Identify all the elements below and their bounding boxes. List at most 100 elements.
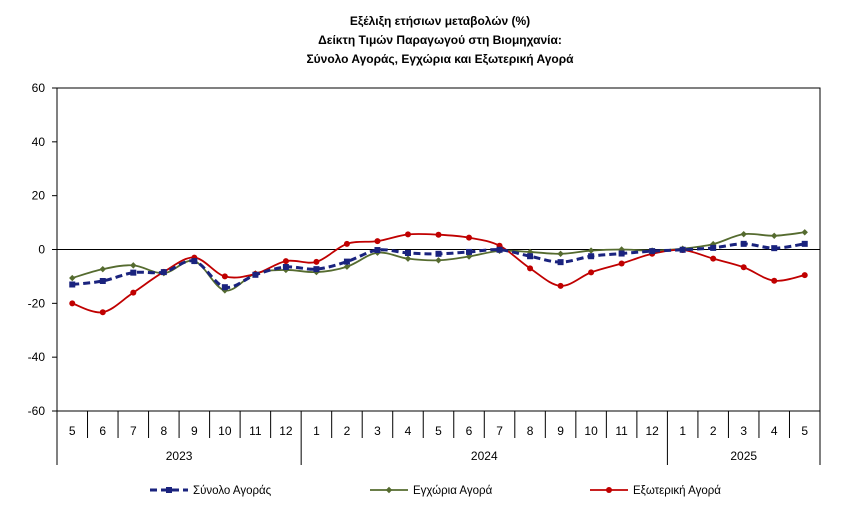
x-tick-label: 10 [584,424,598,438]
y-tick-label: 20 [32,189,46,203]
x-tick-label: 8 [527,424,534,438]
data-point [343,258,350,265]
x-tick-label: 5 [69,424,76,438]
title-line-1: Εξέλιξη ετήσιων μεταβολών (%) [350,14,530,28]
data-point [606,487,612,493]
data-point [313,266,320,273]
legend-item: Εγχώρια Αγορά [370,485,493,497]
series-1 [69,240,808,291]
data-point [69,274,76,282]
data-point [740,264,747,271]
x-tick-label: 9 [191,424,198,438]
y-tick-label: -60 [28,404,46,418]
data-point [404,255,412,262]
data-point [801,240,808,247]
data-point [435,257,442,264]
x-tick-label: 12 [645,424,659,438]
data-point [466,248,473,255]
x-tick-label: 5 [801,424,808,438]
x-tick-label: 9 [557,424,564,438]
data-point [99,309,106,316]
data-point [557,250,564,258]
x-tick-label: 4 [771,424,778,438]
data-point [252,271,259,278]
data-point [99,277,106,284]
data-point [435,250,442,257]
data-point [385,486,393,494]
x-tick-label: 1 [679,424,686,438]
data-point [526,248,534,256]
x-tick-label: 7 [130,424,137,438]
x-tick-label: 8 [160,424,167,438]
x-tick-label: 2 [344,424,351,438]
data-point [679,246,686,253]
data-point [130,269,137,276]
data-point [221,273,228,280]
data-point [588,269,595,276]
year-label: 2025 [730,449,757,463]
data-point [740,240,747,247]
data-point [374,247,381,254]
data-point [221,284,228,291]
data-point [588,253,595,260]
x-tick-label: 12 [279,424,293,438]
legend: Σύνολο Αγοράς Εγχώρια Αγορά Εξωτερική Αγορ… [150,485,721,497]
data-point [801,272,808,279]
data-point [771,277,778,284]
y-tick-label: -20 [28,296,46,310]
x-tick-label: 3 [374,424,381,438]
data-point [282,258,289,265]
data-point [527,265,534,272]
data-point [343,240,350,247]
y-tick-label: 0 [38,243,45,257]
year-label: 2024 [471,449,498,463]
data-point [160,269,167,276]
x-tick-label: 10 [218,424,232,438]
x-tick-label: 2 [710,424,717,438]
data-point [130,262,137,269]
x-tick-label: 6 [466,424,473,438]
data-point [587,247,595,254]
data-point [282,263,289,270]
x-tick-label: 5 [435,424,442,438]
data-point [404,249,411,256]
data-point [618,260,625,267]
data-point [740,230,747,238]
series-line [71,232,805,314]
data-point [130,289,137,296]
legend-label: Εξωτερική Αγορά [633,485,721,497]
x-tick-label: 7 [496,424,503,438]
data-point [771,232,778,239]
data-point [496,246,503,253]
data-point [771,245,778,252]
x-tick-label: 11 [615,424,628,438]
data-point [709,240,717,248]
data-point [435,231,442,238]
title-line-2: Δείκτη Τιμών Παραγωγού στη Βιομηχανία: [318,33,562,47]
title-line-3: Σύνολο Αγοράς, Εγχώρια και Εξωτερική Αγο… [306,52,574,66]
y-tick-label: 60 [32,81,46,95]
data-point [343,263,351,270]
legend-label: Εγχώρια Αγορά [413,485,493,497]
legend-item: Εξωτερική Αγορά [590,485,721,497]
x-tick-label: 1 [313,424,320,438]
data-point [374,238,381,245]
x-tick-label: 11 [249,424,262,438]
legend-item: Σύνολο Αγοράς [150,485,272,497]
data-point [166,487,172,493]
chart-title: Εξέλιξη ετήσιων μεταβολών (%) Δείκτη Τιμ… [306,14,574,66]
x-tick-label: 4 [405,424,412,438]
data-point [710,255,717,262]
legend-label: Σύνολο Αγοράς [193,485,272,497]
data-point [99,265,106,273]
data-point [313,258,320,265]
data-point [618,250,625,257]
data-point [404,231,411,238]
data-point [69,300,76,307]
y-tick-label: 40 [32,135,46,149]
data-point [557,259,564,266]
data-point [557,282,564,289]
x-tick-label: 3 [740,424,747,438]
